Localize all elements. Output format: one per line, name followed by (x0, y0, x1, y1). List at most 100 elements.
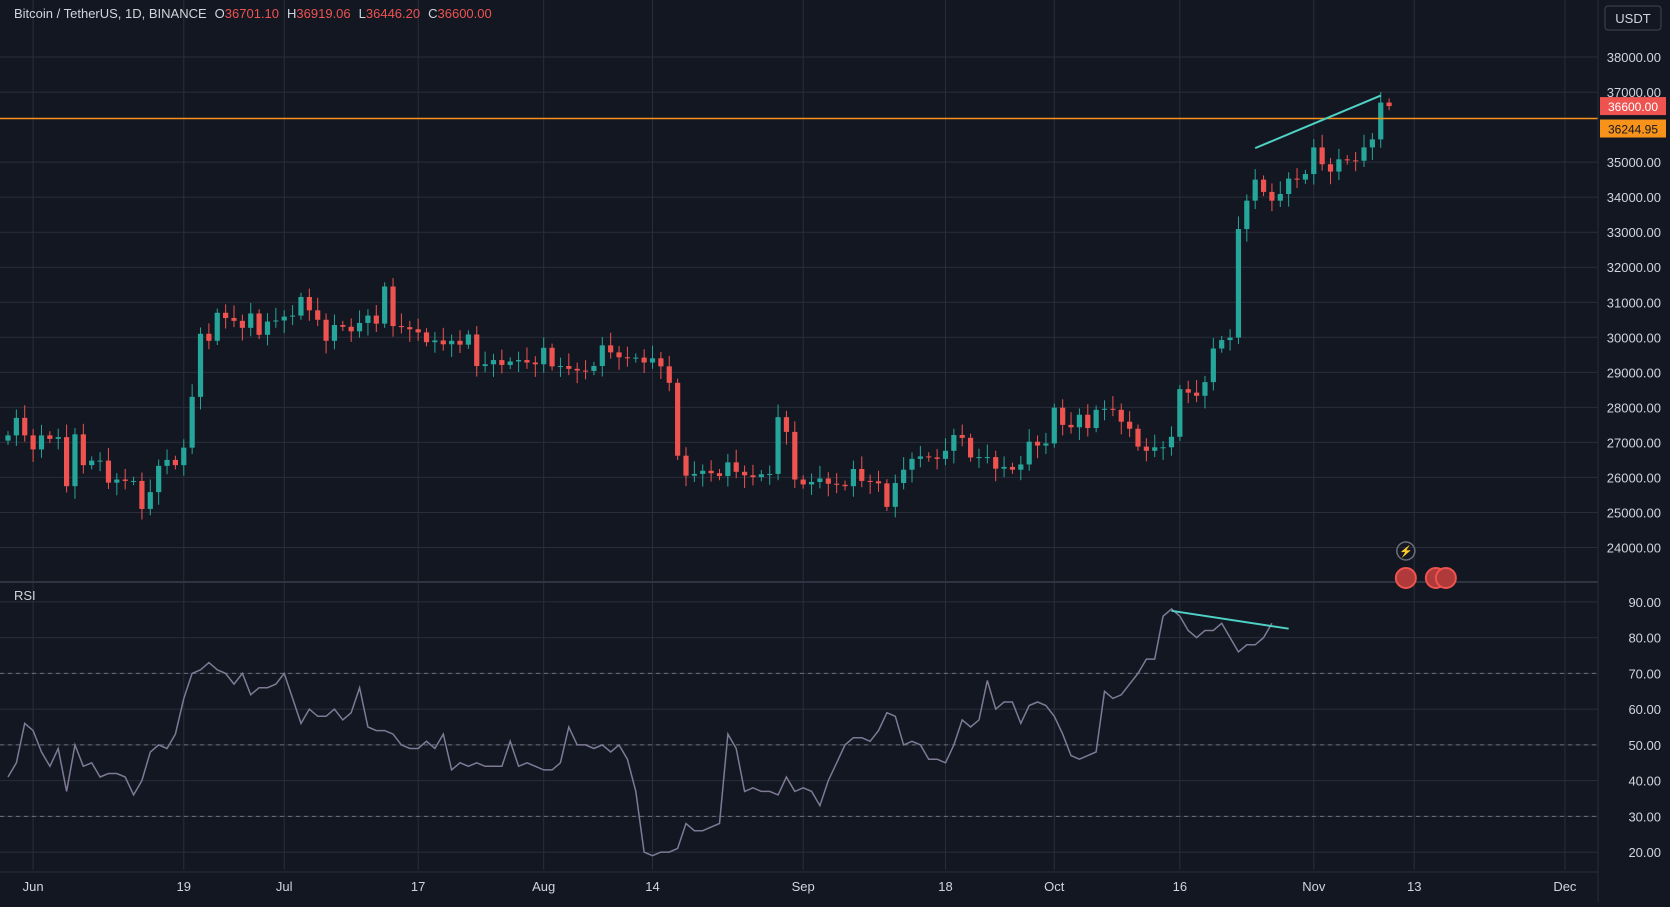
candle[interactable] (641, 349, 647, 374)
candle[interactable] (1185, 380, 1191, 404)
candle[interactable] (1043, 432, 1049, 454)
candle[interactable] (1018, 456, 1024, 481)
candle[interactable] (1127, 411, 1133, 438)
candle[interactable] (398, 313, 405, 334)
candle[interactable] (574, 362, 580, 384)
candle[interactable] (917, 445, 923, 468)
candle[interactable] (306, 288, 312, 321)
candle[interactable] (515, 351, 522, 372)
candle[interactable] (156, 459, 162, 505)
candle[interactable] (875, 470, 882, 492)
candle[interactable] (1327, 157, 1334, 185)
candle[interactable] (800, 475, 806, 489)
candle[interactable] (55, 428, 61, 450)
candle[interactable] (624, 346, 631, 367)
candle[interactable] (507, 357, 513, 370)
candle[interactable] (356, 310, 363, 338)
candle[interactable] (365, 309, 371, 336)
candle[interactable] (1235, 216, 1242, 344)
candle[interactable] (767, 465, 773, 485)
candle[interactable] (382, 282, 388, 328)
candle[interactable] (633, 353, 639, 363)
candle[interactable] (750, 464, 756, 486)
candle[interactable] (1110, 396, 1116, 417)
candle[interactable] (842, 480, 848, 491)
candle[interactable] (850, 460, 857, 497)
candle[interactable] (1353, 151, 1359, 172)
candle[interactable] (1068, 412, 1074, 434)
candle[interactable] (541, 337, 547, 373)
candle[interactable] (691, 461, 697, 482)
candle[interactable] (1344, 155, 1350, 165)
candle[interactable] (716, 469, 723, 481)
candle[interactable] (1369, 133, 1375, 161)
candle[interactable] (1160, 440, 1166, 460)
rsi-panel[interactable] (7, 608, 1289, 857)
candle[interactable] (440, 327, 446, 351)
candle[interactable] (197, 327, 204, 410)
candle[interactable] (942, 438, 949, 466)
candle[interactable] (892, 474, 898, 518)
candle[interactable] (5, 431, 11, 445)
candle[interactable] (298, 292, 304, 320)
candle[interactable] (181, 439, 187, 476)
candle[interactable] (1001, 456, 1007, 478)
candle[interactable] (867, 474, 873, 494)
candle[interactable] (457, 330, 463, 354)
candle[interactable] (1210, 337, 1216, 391)
candle[interactable] (993, 450, 999, 482)
candle[interactable] (549, 343, 555, 371)
candle[interactable] (1177, 384, 1183, 441)
candle[interactable] (323, 313, 329, 354)
candle[interactable] (683, 447, 689, 487)
candle[interactable] (231, 305, 237, 328)
candle[interactable] (532, 356, 538, 377)
candle[interactable] (1093, 405, 1099, 433)
candle[interactable] (1319, 134, 1325, 171)
candle[interactable] (783, 410, 790, 445)
candle[interactable] (708, 460, 714, 482)
candle[interactable] (1193, 380, 1200, 403)
candle[interactable] (206, 323, 212, 350)
candle[interactable] (1051, 403, 1057, 448)
candle[interactable] (1311, 139, 1317, 185)
candle[interactable] (1361, 134, 1367, 168)
candle[interactable] (1168, 426, 1175, 456)
candle[interactable] (390, 278, 396, 337)
candle[interactable] (817, 465, 823, 489)
candle[interactable] (901, 457, 907, 490)
candle[interactable] (825, 472, 831, 497)
candle[interactable] (1135, 424, 1141, 451)
candle[interactable] (758, 470, 764, 482)
candle[interactable] (22, 405, 28, 442)
candle[interactable] (1286, 172, 1292, 207)
candle[interactable] (340, 320, 346, 331)
candle[interactable] (725, 453, 731, 487)
candle[interactable] (13, 409, 19, 446)
candle[interactable] (566, 353, 572, 376)
candle[interactable] (415, 318, 421, 341)
candle[interactable] (172, 455, 179, 470)
candle[interactable] (273, 307, 279, 328)
candle[interactable] (1076, 408, 1083, 440)
candle[interactable] (432, 332, 438, 353)
candle[interactable] (658, 352, 664, 379)
candle[interactable] (289, 305, 296, 326)
candle[interactable] (524, 347, 530, 369)
candle[interactable] (951, 428, 957, 464)
candle[interactable] (792, 421, 798, 488)
candle[interactable] (189, 384, 195, 454)
candle[interactable] (1227, 329, 1233, 351)
candle[interactable] (89, 456, 95, 470)
candle[interactable] (449, 334, 455, 357)
candle[interactable] (474, 326, 480, 377)
candle[interactable] (616, 346, 622, 370)
candle[interactable] (599, 336, 605, 377)
candle[interactable] (1378, 92, 1384, 148)
candle[interactable] (482, 351, 488, 373)
candle[interactable] (499, 349, 505, 374)
candle[interactable] (834, 473, 840, 494)
candle[interactable] (1294, 168, 1300, 189)
